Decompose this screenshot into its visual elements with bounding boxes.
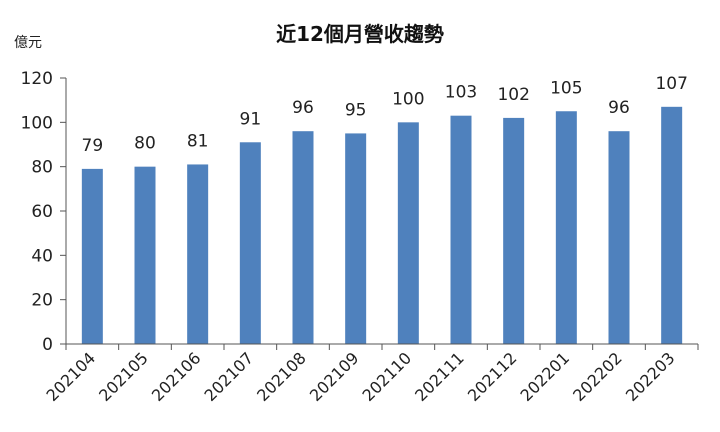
bar — [450, 115, 472, 344]
data-label: 103 — [445, 83, 477, 103]
data-label: 96 — [292, 98, 314, 118]
y-axis-unit: 億元 — [14, 35, 42, 51]
data-label: 100 — [392, 89, 424, 109]
x-tick-label: 202201 — [517, 348, 574, 405]
bar — [134, 166, 156, 344]
data-label: 80 — [134, 134, 156, 154]
x-tick-label: 202111 — [411, 348, 468, 405]
bar-series: 79 202104 80 202105 81 202106 91 202107 96 202108… — [43, 74, 688, 405]
data-label: 107 — [655, 74, 687, 94]
x-tick-label: 202112 — [464, 348, 521, 405]
bar — [397, 122, 419, 344]
data-label: 81 — [187, 131, 209, 151]
data-label: 105 — [550, 78, 582, 98]
data-label: 79 — [82, 136, 104, 156]
bar — [81, 168, 103, 344]
y-tick-label: 40 — [31, 246, 53, 266]
x-tick-label: 202109 — [306, 348, 363, 405]
x-tick-label: 202105 — [95, 348, 152, 405]
bar — [555, 111, 577, 344]
y-tick-label: 0 — [42, 335, 53, 355]
x-tick-label: 202107 — [201, 348, 258, 405]
data-label: 102 — [497, 85, 529, 105]
y-tick-label: 80 — [31, 158, 53, 178]
data-label: 96 — [608, 98, 630, 118]
y-tick-label: 20 — [31, 291, 53, 311]
y-tick-label: 60 — [31, 202, 53, 222]
data-label: 95 — [345, 100, 367, 120]
bar — [345, 133, 367, 344]
bar — [239, 142, 261, 344]
data-label: 91 — [240, 109, 262, 129]
axes — [65, 78, 699, 350]
bar — [292, 131, 314, 344]
chart-title: 近12個月營收趨勢 — [276, 22, 444, 46]
bar — [661, 106, 683, 344]
y-tick-label: 120 — [21, 69, 53, 89]
x-tick-label: 202202 — [569, 348, 626, 405]
x-tick-label: 202203 — [622, 348, 679, 405]
x-tick-label: 202110 — [359, 348, 416, 405]
x-tick-label: 202108 — [253, 348, 310, 405]
y-tick-label: 100 — [21, 113, 53, 133]
bar — [503, 117, 525, 345]
bar — [608, 131, 630, 344]
y-axis: 0 20 40 60 80 100 120 — [21, 69, 66, 355]
x-tick-label: 202104 — [43, 348, 100, 405]
x-tick-label: 202106 — [148, 348, 205, 405]
bar — [187, 164, 209, 344]
